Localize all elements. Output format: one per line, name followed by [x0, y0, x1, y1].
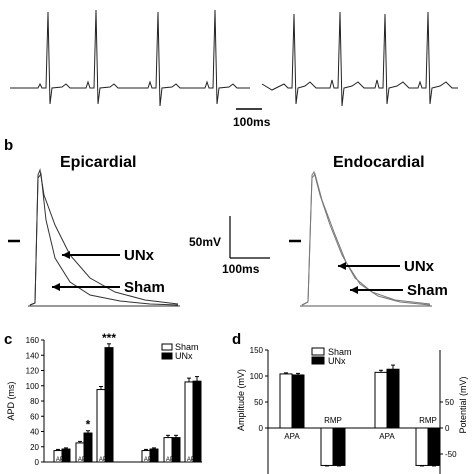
d-left-tick-label: 50: [254, 398, 263, 407]
d-left-axis-title: Amplitude (mV): [236, 369, 246, 431]
c-y-tick-label: 80: [30, 397, 39, 406]
c-legend-swatch-sham: [161, 343, 173, 351]
d-left-tick-label: 100: [250, 372, 264, 381]
d-legend-label-sham: Sham: [328, 347, 352, 357]
d-category-label: RMP: [419, 416, 437, 425]
d-bar-sham: [374, 371, 388, 429]
endo-sham-arrow-head: [350, 286, 358, 294]
d-right-tick-label: -50: [445, 450, 457, 459]
epi-unx-arrow-head: [62, 251, 70, 259]
panel-b-letter: b: [4, 137, 13, 154]
c-y-tick-label: 140: [26, 351, 40, 360]
panel-a-ecg: 100ms: [10, 9, 458, 129]
c-y-tick-label: 20: [30, 443, 39, 452]
panel-d-letter: d: [232, 331, 241, 348]
c-y-tick-label: 0: [35, 458, 40, 467]
c-category-label: APD: [99, 457, 112, 463]
d-bar-sham: [279, 373, 293, 429]
epi-sham-label: Sham: [124, 279, 165, 296]
c-bar-sham: [184, 381, 194, 463]
c-y-tick-label: 120: [26, 367, 40, 376]
epi-sham-arrow-head: [52, 283, 60, 291]
c-y-tick-label: 100: [26, 382, 40, 391]
d-legend-swatch-sham: [311, 347, 325, 356]
panel-d-amplitude-chart: d 0 50 100 150 -50 0 50 Amplitude (mV) Potential…: [232, 331, 468, 474]
endo-unx-arrow-head: [338, 262, 346, 270]
d-right-tick-label: 50: [445, 398, 454, 407]
d-legend-swatch-unx: [311, 356, 325, 365]
c-category-label: APD: [144, 457, 157, 463]
c-category-label: APD: [56, 457, 69, 463]
endo-unx-label: UNx: [404, 258, 435, 275]
c-category-label: APD: [78, 457, 91, 463]
d-category-label: RMP: [324, 416, 342, 425]
panel-c-letter: c: [4, 331, 12, 348]
c-legend-label-sham: Sham: [175, 342, 199, 352]
endo-trace-sham: [301, 172, 431, 306]
d-left-tick-label: 0: [259, 424, 264, 433]
ecg-trace-left: [10, 9, 250, 107]
panel-b-action-potentials: b Epicardial Endocardial 50mV 100ms: [4, 137, 432, 307]
d-bar-unx: [332, 427, 346, 466]
epi-unx-label: UNx: [124, 247, 155, 264]
c-y-tick-label: 40: [30, 428, 39, 437]
d-bar-sham: [415, 427, 429, 466]
c-y-tick-label: 60: [30, 412, 39, 421]
d-category-label: APA: [284, 432, 300, 441]
ecg-scale-label: 100ms: [233, 115, 271, 129]
d-left-tick-label: 150: [250, 346, 264, 355]
epicardial-title: Epicardial: [60, 154, 136, 171]
ecg-trace-right: [261, 11, 458, 107]
ap-scale-voltage: 50mV: [189, 235, 221, 249]
c-y-axis-title: APD (ms): [6, 382, 16, 421]
c-category-label: APD: [166, 457, 179, 463]
d-bar-unx: [291, 374, 305, 429]
endocardial-title: Endocardial: [333, 154, 425, 171]
d-right-axis-title: Potential (mV): [458, 376, 468, 433]
c-category-label: APD: [187, 457, 200, 463]
d-category-label: APA: [379, 432, 395, 441]
ap-scale-time: 100ms: [222, 262, 260, 276]
c-y-tick-label: 160: [26, 336, 40, 345]
c-bar-sham: [96, 389, 106, 463]
c-bar-unx: [192, 380, 202, 463]
d-bar-unx: [427, 427, 441, 466]
c-significance-marker: ***: [102, 331, 116, 345]
d-bar-sham: [320, 427, 334, 466]
c-bar-unx: [104, 347, 114, 463]
c-legend-label-unx: UNx: [175, 351, 193, 361]
c-significance-marker: *: [86, 418, 91, 432]
panel-b-trace-labels: UNx Sham UNx Sham: [52, 247, 448, 299]
d-right-tick-label: 0: [445, 424, 450, 433]
c-legend-swatch-unx: [161, 352, 173, 360]
epi-trace-sham: [29, 172, 179, 306]
endo-sham-label: Sham: [407, 282, 448, 299]
d-legend-label-unx: UNx: [328, 356, 346, 366]
d-bar-unx: [386, 368, 400, 429]
panel-c-apd-chart: c 0 20 40 60 80 100 120 140 160 APD (ms) APD * APD **…: [4, 331, 202, 467]
